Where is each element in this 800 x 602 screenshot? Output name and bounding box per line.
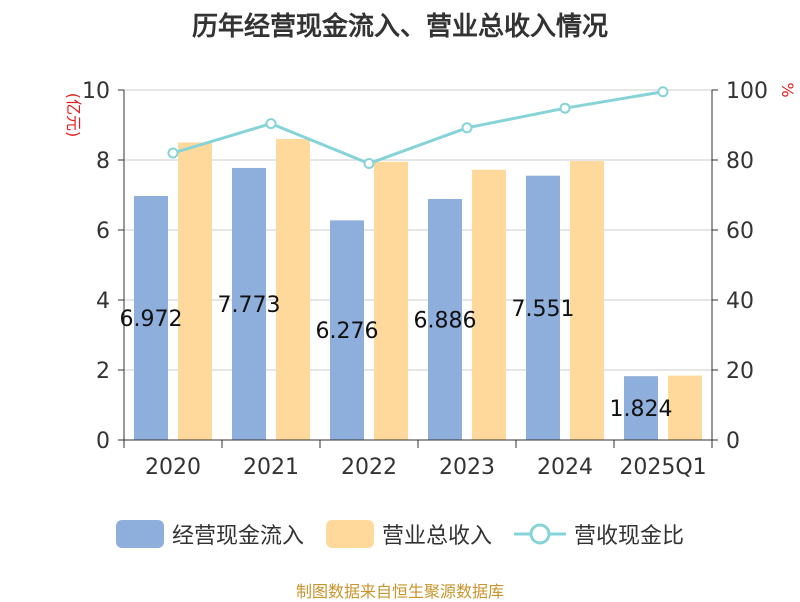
y-right-tick-label-0: 0 <box>726 429 740 454</box>
legend-label-revenue: 营业总收入 <box>381 524 492 549</box>
y-left-tick-label-3: 6 <box>96 219 110 244</box>
point-ratio-2022 <box>363 158 375 169</box>
bar-cash-inflow-2022 <box>330 220 364 440</box>
y-left-tick-label-2: 4 <box>96 289 110 314</box>
bar-revenue-2023 <box>472 169 506 441</box>
x-tick-label-2021: 2021 <box>243 455 299 480</box>
data-label-2024: 7.551 <box>512 297 575 322</box>
bar-revenue-2025Q1 <box>668 375 702 440</box>
point-ratio-2024 <box>559 102 571 114</box>
legend-swatch-revenue <box>325 520 374 548</box>
bar-cash-inflow-2020 <box>134 195 168 440</box>
y-right-tick-label-2: 40 <box>726 289 754 314</box>
legend-item-ratio[interactable]: 营收现金比 <box>514 518 684 550</box>
x-tick-label-2020: 2020 <box>145 455 201 480</box>
bar-revenue-2020 <box>178 142 212 440</box>
data-label-2020: 6.972 <box>120 307 183 332</box>
y-left-tick-label-5: 10 <box>82 79 110 104</box>
point-ratio-2021 <box>265 118 277 130</box>
y-left-axis-label: (亿元) <box>64 93 83 138</box>
chart-legend: 经营现金流入 营业总收入 营收现金比 <box>0 518 800 550</box>
legend-label-cash-inflow: 经营现金流入 <box>171 524 304 549</box>
data-label-2022: 6.276 <box>316 319 379 344</box>
legend-item-cash-inflow[interactable]: 经营现金流入 <box>115 518 304 550</box>
x-tick-label-2025Q1: 2025Q1 <box>619 455 706 480</box>
y-left-tick-label-0: 0 <box>96 429 110 454</box>
x-tick-label-2023: 2023 <box>439 455 495 480</box>
bar-revenue-2024 <box>570 161 604 441</box>
bar-cash-inflow-2021 <box>232 167 266 440</box>
y-right-tick-label-3: 60 <box>726 219 754 244</box>
y-right-tick-label-5: 100 <box>726 79 768 104</box>
data-label-2023: 6.886 <box>414 308 477 333</box>
y-left-tick-label-4: 8 <box>96 149 110 174</box>
legend-label-ratio: 营收现金比 <box>574 524 685 549</box>
legend-swatch-ratio <box>514 523 566 545</box>
point-ratio-2023 <box>461 122 473 134</box>
point-ratio-2025Q1 <box>657 86 669 98</box>
y-left-tick-label-1: 2 <box>96 359 110 384</box>
legend-item-revenue[interactable]: 营业总收入 <box>325 518 492 550</box>
y-right-tick-label-4: 80 <box>726 149 754 174</box>
bar-cash-inflow-2024 <box>526 175 560 440</box>
legend-swatch-cash-inflow <box>115 520 164 548</box>
data-label-2025Q1: 1.824 <box>610 397 673 422</box>
bar-cash-inflow-2023 <box>428 198 462 440</box>
line-ratio <box>172 90 664 166</box>
data-label-2021: 7.773 <box>218 293 281 318</box>
y-right-tick-label-1: 20 <box>726 359 754 384</box>
source-note: 制图数据来自恒生聚源数据库 <box>295 582 504 601</box>
bar-cash-inflow-2025Q1 <box>624 376 658 440</box>
point-ratio-2020 <box>167 147 179 159</box>
x-tick-label-2024: 2024 <box>537 455 593 480</box>
x-tick-label-2022: 2022 <box>341 455 397 480</box>
chart-title: 历年经营现金流入、营业总收入情况 <box>191 12 608 42</box>
y-right-axis-label: % <box>778 82 797 97</box>
bar-revenue-2021 <box>276 139 310 440</box>
bar-revenue-2022 <box>374 161 408 440</box>
